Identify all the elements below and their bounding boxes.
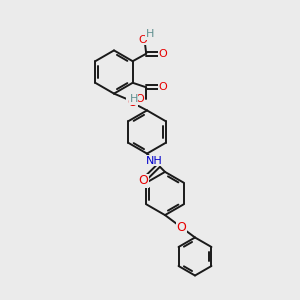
Text: O: O xyxy=(139,35,148,45)
Text: O: O xyxy=(138,174,148,188)
Text: O: O xyxy=(135,94,144,104)
Text: O: O xyxy=(127,95,137,109)
Text: NH: NH xyxy=(146,156,162,166)
Text: H: H xyxy=(146,29,154,40)
Text: O: O xyxy=(159,82,167,92)
Text: H: H xyxy=(129,94,138,104)
Text: O: O xyxy=(177,221,186,234)
Text: O: O xyxy=(159,49,167,59)
